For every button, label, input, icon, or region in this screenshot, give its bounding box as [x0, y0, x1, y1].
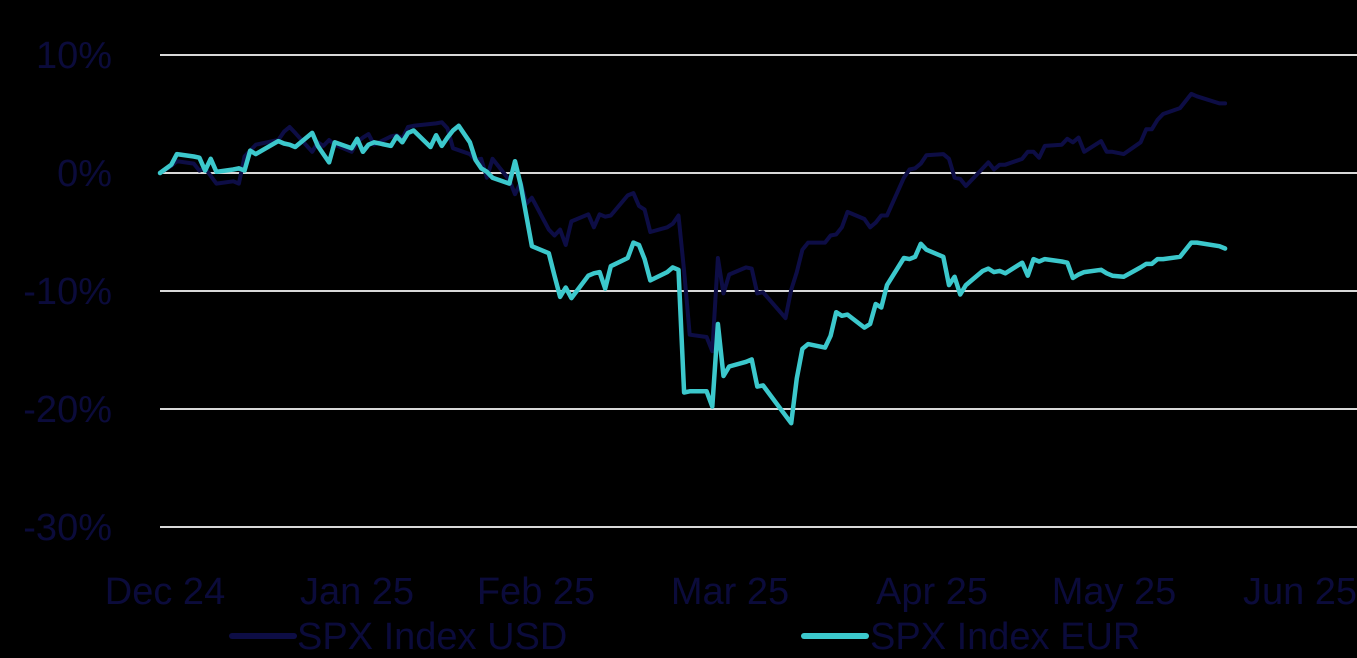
x-tick-label: Dec 24: [105, 571, 225, 613]
y-tick-label: -20%: [23, 389, 112, 431]
y-tick-label: -30%: [23, 507, 112, 549]
y-tick-label: 10%: [36, 35, 112, 77]
legend-label: SPX Index EUR: [870, 616, 1140, 658]
x-tick-label: Mar 25: [671, 571, 789, 613]
x-tick-label: Feb 25: [477, 571, 595, 613]
x-tick-label: May 25: [1052, 571, 1177, 613]
series-line-spx-index-usd: [158, 91, 1228, 354]
x-tick-label: Apr 25: [876, 571, 988, 613]
x-tick-label: Jun 25: [1243, 571, 1357, 613]
series-lines: [157, 91, 1228, 426]
legend: SPX Index USD SPX Index EUR: [229, 616, 1140, 658]
legend-label: SPX Index USD: [297, 616, 567, 658]
series-line-spx-index-eur: [157, 123, 1228, 426]
y-tick-label: 0%: [57, 153, 112, 195]
y-tick-label: -10%: [23, 271, 112, 313]
x-tick-label: Jan 25: [300, 571, 414, 613]
y-axis-tick-labels: 10% 0% -10% -20% -30%: [23, 35, 112, 549]
x-axis-tick-labels: Dec 24 Jan 25 Feb 25 Mar 25 Apr 25 May 25 Jun …: [105, 571, 1357, 613]
